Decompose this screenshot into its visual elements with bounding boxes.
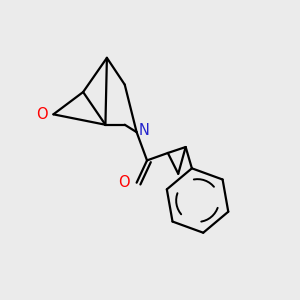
Text: O: O [36,107,48,122]
Text: O: O [118,175,130,190]
Text: N: N [139,123,150,138]
